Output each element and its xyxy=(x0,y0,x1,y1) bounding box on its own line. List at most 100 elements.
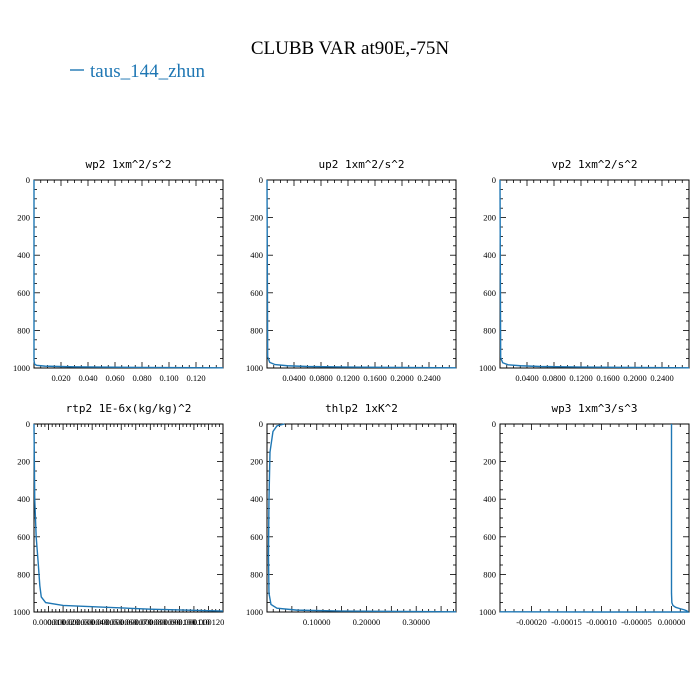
y-tick-label: 400 xyxy=(17,494,30,504)
y-tick-label: 800 xyxy=(17,569,30,579)
y-tick-label: 400 xyxy=(250,494,263,504)
x-tick-label: 0.10000 xyxy=(303,617,331,627)
axes-frame xyxy=(499,423,690,613)
y-tick-label: 200 xyxy=(17,457,30,467)
x-tick-label: 0.000050 xyxy=(91,617,123,627)
x-tick-label: 0.1200 xyxy=(569,373,592,383)
x-tick-label: 0.000030 xyxy=(62,617,94,627)
panel-5: thlp2 1xK^2 0 200 400 600 800 1000 0.10000 0.200… xyxy=(246,402,457,627)
series-line xyxy=(267,423,457,613)
x-tick-label: 0.0800 xyxy=(309,373,332,383)
series-line xyxy=(266,179,457,369)
x-tick-label: 0.000080 xyxy=(134,617,166,627)
y-tick-label: 1000 xyxy=(479,607,496,617)
x-tick-label: 0.020 xyxy=(51,373,70,383)
x-tick-label: 0.080 xyxy=(132,373,151,383)
x-tick-label: 0.0800 xyxy=(542,373,565,383)
series-line xyxy=(33,423,224,612)
x-tick-label: -0.00020 xyxy=(516,617,546,627)
x-tick-label: 0.00000 xyxy=(658,617,686,627)
series-line xyxy=(33,180,224,369)
y-tick-label: 400 xyxy=(483,250,496,260)
y-tick-label: 600 xyxy=(17,532,30,542)
x-tick-label: 0.120 xyxy=(186,373,205,383)
x-tick-label: 0.1600 xyxy=(596,373,619,383)
axes-frame xyxy=(266,423,457,613)
panel-2: up2 1xm^2/s^2 0 200 400 600 800 1000 0.0400 0.08… xyxy=(246,158,457,383)
y-tick-label: 0 xyxy=(492,419,496,429)
panel-6: wp3 1xm^3/s^3 0 200 400 600 800 1000 -0.00020 -0… xyxy=(479,402,690,627)
x-tick-label: 0.000070 xyxy=(120,617,152,627)
panels: wp2 1xm^2/s^2 0 200 400 600 800 1000 0.020 0.040… xyxy=(13,158,690,627)
x-tick-label: 0.000120 xyxy=(193,617,225,627)
y-tick-label: 0 xyxy=(492,175,496,185)
y-tick-label: 800 xyxy=(483,325,496,335)
x-tick-label: 0.000110 xyxy=(178,617,210,627)
y-tick-label: 1000 xyxy=(246,363,263,373)
y-tick-label: 200 xyxy=(483,457,496,467)
x-tick-label: 0.000090 xyxy=(149,617,181,627)
y-tick-label: 200 xyxy=(483,213,496,223)
y-tick-label: 200 xyxy=(250,213,263,223)
axes-frame xyxy=(33,179,224,369)
panel-title: vp2 1xm^2/s^2 xyxy=(551,158,637,171)
y-tick-label: 400 xyxy=(17,250,30,260)
x-tick-label: 0.000060 xyxy=(105,617,137,627)
panel-3: vp2 1xm^2/s^2 0 200 400 600 800 1000 0.0400 0.08… xyxy=(479,158,690,383)
legend: taus_144_zhun xyxy=(70,61,206,82)
y-tick-label: 1000 xyxy=(13,607,30,617)
y-tick-label: 800 xyxy=(250,569,263,579)
panel-1: wp2 1xm^2/s^2 0 200 400 600 800 1000 0.020 0.040… xyxy=(13,158,224,383)
x-tick-label: 0.000020 xyxy=(47,617,79,627)
legend-label: taus_144_zhun xyxy=(90,61,206,82)
figure-title: CLUBB VAR at90E,-75N xyxy=(251,38,450,59)
panel-title: wp2 1xm^2/s^2 xyxy=(85,158,171,171)
x-tick-label: -0.00005 xyxy=(621,617,651,627)
y-tick-label: 0 xyxy=(259,419,263,429)
panel-title: thlp2 1xK^2 xyxy=(325,402,398,415)
y-tick-label: 1000 xyxy=(246,607,263,617)
series-line xyxy=(499,424,690,613)
x-tick-label: 0.000100 xyxy=(163,617,195,627)
y-tick-label: 800 xyxy=(483,569,496,579)
y-tick-label: 600 xyxy=(483,288,496,298)
x-tick-label: 0.0400 xyxy=(282,373,305,383)
x-tick-label: 0.2000 xyxy=(623,373,646,383)
y-tick-label: 0 xyxy=(259,175,263,185)
x-tick-label: -0.00015 xyxy=(551,617,581,627)
y-tick-label: 200 xyxy=(250,457,263,467)
panel-title: wp3 1xm^3/s^3 xyxy=(551,402,637,415)
y-tick-label: 0 xyxy=(26,175,30,185)
y-tick-label: 600 xyxy=(250,532,263,542)
y-tick-label: 800 xyxy=(17,325,30,335)
x-tick-label: 0.1200 xyxy=(336,373,359,383)
y-tick-label: 1000 xyxy=(13,363,30,373)
axes-frame xyxy=(499,179,690,369)
x-tick-label: 0.000040 xyxy=(76,617,108,627)
series-line xyxy=(499,179,690,369)
x-tick-label: 0.060 xyxy=(105,373,124,383)
x-tick-label: 0.2400 xyxy=(417,373,440,383)
y-tick-label: 200 xyxy=(17,213,30,223)
axes-frame xyxy=(33,423,224,613)
y-tick-label: 600 xyxy=(17,288,30,298)
x-tick-label: 0.100 xyxy=(159,373,178,383)
axes-frame xyxy=(266,179,457,369)
y-tick-label: 600 xyxy=(483,532,496,542)
x-tick-label: 0.30000 xyxy=(402,617,430,627)
panel-title: rtp2 1E-6x(kg/kg)^2 xyxy=(66,402,192,415)
x-tick-label: 0.2400 xyxy=(650,373,673,383)
y-tick-label: 400 xyxy=(483,494,496,504)
x-tick-label: 0.040 xyxy=(78,373,97,383)
y-tick-label: 600 xyxy=(250,288,263,298)
x-tick-label: 0.2000 xyxy=(390,373,413,383)
y-tick-label: 400 xyxy=(250,250,263,260)
x-tick-label: 0.1600 xyxy=(363,373,386,383)
y-tick-label: 1000 xyxy=(479,363,496,373)
panel-title: up2 1xm^2/s^2 xyxy=(318,158,404,171)
x-tick-label: -0.00010 xyxy=(586,617,616,627)
panel-4: rtp2 1E-6x(kg/kg)^2020040060080010000.00… xyxy=(13,402,224,627)
y-tick-label: 800 xyxy=(250,325,263,335)
x-tick-label: 0.0400 xyxy=(515,373,538,383)
